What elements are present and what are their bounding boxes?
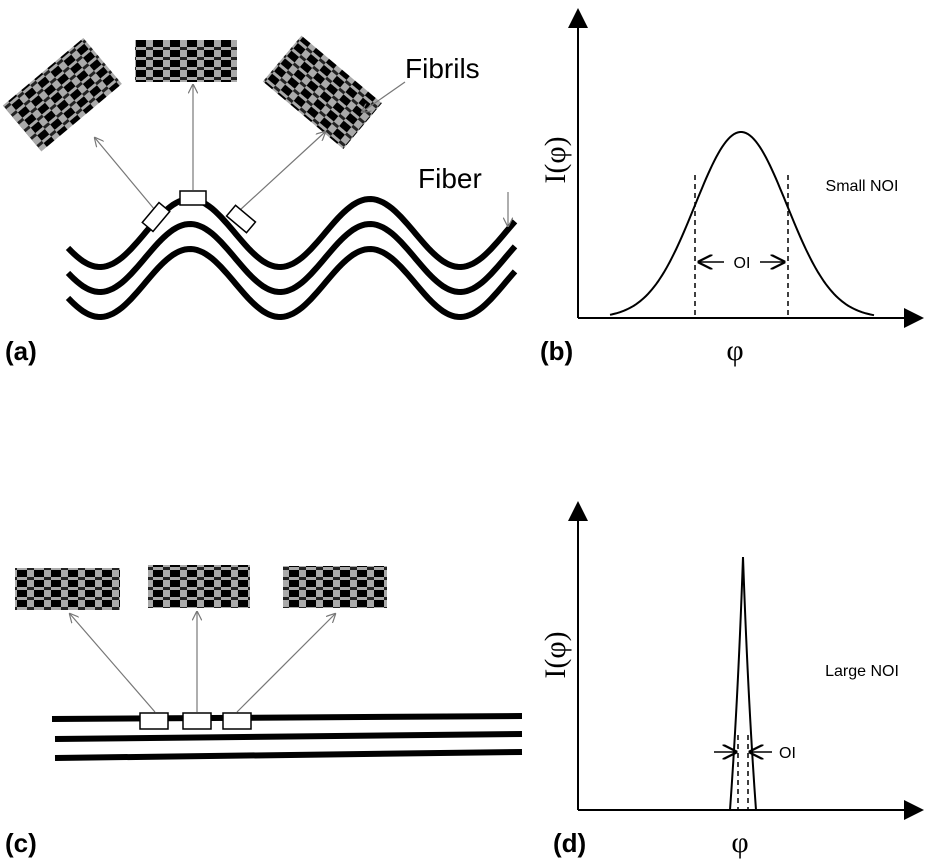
sample-box <box>182 712 212 730</box>
sample-box <box>225 204 257 234</box>
fibrils-label: Fibrils <box>405 53 480 84</box>
fiber-strand <box>54 731 523 742</box>
sample-box <box>179 190 207 206</box>
fibril-block <box>283 566 387 608</box>
x-axis-label: φ <box>726 334 743 367</box>
fiber-strand <box>51 713 523 722</box>
panel-c: (c) <box>5 565 523 858</box>
arrow <box>95 138 156 211</box>
panel-label: (c) <box>5 828 37 858</box>
arrow <box>70 614 156 713</box>
regime-label: Small NOI <box>826 178 899 195</box>
distribution-curve <box>729 556 757 811</box>
arrow <box>236 614 335 713</box>
fiber-label: Fiber <box>418 163 482 194</box>
interval-label: OI <box>779 745 796 762</box>
arrow <box>362 81 406 112</box>
sample-box <box>222 712 252 730</box>
regime-label: Large NOI <box>825 663 899 680</box>
fibril-block <box>148 565 250 608</box>
fibril-block <box>135 40 237 82</box>
panel-label: (a) <box>5 336 37 366</box>
panel-d: OI Large NOI I(φ) φ (d) <box>539 501 924 859</box>
panel-label: (d) <box>553 828 586 858</box>
x-axis-label: φ <box>731 826 748 859</box>
interval-label: OI <box>734 255 751 272</box>
fibril-block <box>262 35 382 150</box>
fibril-block <box>15 568 120 610</box>
panel-b: OI Small NOI I(φ) φ (b) <box>539 8 924 367</box>
sample-box <box>139 712 169 730</box>
fiber-strand <box>54 749 523 761</box>
sample-box <box>141 201 171 233</box>
y-axis-label: I(φ) <box>539 136 572 183</box>
distribution-curve <box>609 131 875 317</box>
arrow <box>239 132 325 211</box>
panel-label: (b) <box>540 336 573 366</box>
y-axis-label: I(φ) <box>539 631 572 678</box>
fibril-block <box>2 37 122 152</box>
panel-a: Fibrils Fiber (a) <box>2 35 518 366</box>
fiber-strands <box>65 195 518 321</box>
